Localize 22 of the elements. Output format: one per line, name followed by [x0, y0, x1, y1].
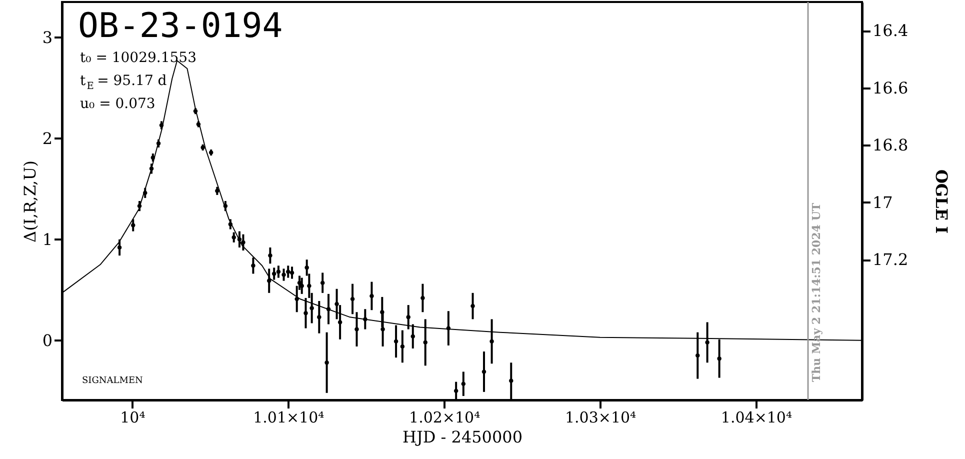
y2-tick-label: 16.6: [872, 78, 908, 98]
chart-title: OB-23-0194: [78, 6, 283, 46]
x-axis-title: HJD - 2450000: [402, 428, 523, 446]
x-tick-label: 1.02×10⁴: [409, 408, 480, 426]
y-axis-title: Δ(I,R,Z,U): [20, 160, 40, 242]
y2-axis-title: OGLE I: [932, 169, 952, 234]
x-tick-label: 1.01×10⁴: [253, 408, 324, 426]
annotation: SIGNALMEN: [82, 376, 144, 386]
y2-tick-label: 16.4: [872, 21, 908, 40]
annotation: Thu May 2 21:14:51 2024 UT: [810, 202, 824, 382]
x-tick-label: 10⁴: [120, 408, 146, 426]
y2-tick-label: 17: [872, 192, 893, 212]
y-tick-label: 1: [42, 230, 52, 249]
y-tick-label: 2: [42, 128, 52, 148]
y2-tick-label: 17.2: [872, 250, 908, 270]
y-tick-label: 0: [42, 330, 52, 350]
y-tick-label: 3: [42, 28, 52, 47]
annotation: u₀ = 0.073: [80, 96, 156, 112]
y2-tick-label: 16.8: [872, 136, 908, 155]
x-tick-label: 1.03×10⁴: [564, 408, 636, 426]
x-tick-label: 1.04×10⁴: [720, 408, 792, 426]
annotation: t₀ = 10029.1553: [80, 50, 196, 66]
